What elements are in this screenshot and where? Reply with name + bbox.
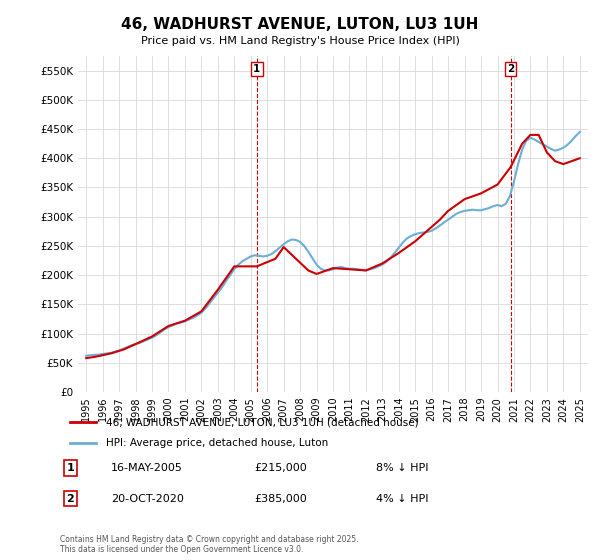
Text: 1: 1: [253, 64, 260, 74]
Text: £215,000: £215,000: [254, 463, 307, 473]
Text: Contains HM Land Registry data © Crown copyright and database right 2025.
This d: Contains HM Land Registry data © Crown c…: [60, 535, 359, 554]
Text: 2: 2: [67, 494, 74, 503]
Text: 46, WADHURST AVENUE, LUTON, LU3 1UH: 46, WADHURST AVENUE, LUTON, LU3 1UH: [121, 17, 479, 32]
Text: 16-MAY-2005: 16-MAY-2005: [111, 463, 183, 473]
Text: HPI: Average price, detached house, Luton: HPI: Average price, detached house, Luto…: [106, 438, 328, 448]
Text: 4% ↓ HPI: 4% ↓ HPI: [376, 494, 428, 503]
Text: 46, WADHURST AVENUE, LUTON, LU3 1UH (detached house): 46, WADHURST AVENUE, LUTON, LU3 1UH (det…: [106, 417, 419, 427]
Text: Price paid vs. HM Land Registry's House Price Index (HPI): Price paid vs. HM Land Registry's House …: [140, 36, 460, 46]
Text: £385,000: £385,000: [254, 494, 307, 503]
Text: 1: 1: [67, 463, 74, 473]
Text: 8% ↓ HPI: 8% ↓ HPI: [376, 463, 428, 473]
Text: 20-OCT-2020: 20-OCT-2020: [111, 494, 184, 503]
Text: 2: 2: [507, 64, 514, 74]
